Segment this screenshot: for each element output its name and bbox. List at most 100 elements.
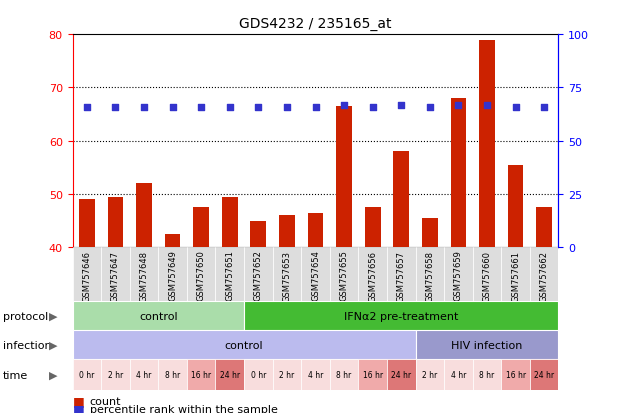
- Bar: [508, 165, 524, 248]
- Bar: [536, 208, 552, 248]
- Text: GSM757651: GSM757651: [225, 250, 234, 301]
- Bar: [444, 359, 473, 390]
- Text: 4 hr: 4 hr: [308, 370, 323, 379]
- Text: GSM757660: GSM757660: [483, 250, 492, 301]
- Bar: [136, 184, 152, 248]
- Bar: [330, 248, 358, 301]
- Bar: [187, 248, 215, 301]
- Bar: [365, 208, 380, 248]
- Text: ▶: ▶: [49, 370, 58, 380]
- Bar: [501, 248, 530, 301]
- Bar: [473, 248, 501, 301]
- Text: 24 hr: 24 hr: [220, 370, 240, 379]
- Point: [368, 104, 378, 111]
- Bar: [187, 359, 215, 390]
- Bar: [107, 197, 123, 248]
- Point: [168, 104, 178, 111]
- Text: GSM757658: GSM757658: [425, 250, 434, 301]
- Bar: [251, 221, 266, 248]
- Text: percentile rank within the sample: percentile rank within the sample: [90, 404, 278, 413]
- Text: 16 hr: 16 hr: [505, 370, 526, 379]
- Text: infection: infection: [3, 340, 52, 350]
- Text: 4 hr: 4 hr: [451, 370, 466, 379]
- Bar: [73, 248, 101, 301]
- Bar: [444, 248, 473, 301]
- Bar: [244, 248, 273, 301]
- Point: [310, 104, 321, 111]
- Bar: [387, 359, 416, 390]
- Point: [282, 104, 292, 111]
- Bar: [416, 330, 558, 359]
- Bar: [358, 248, 387, 301]
- Bar: [501, 359, 530, 390]
- Bar: [416, 248, 444, 301]
- Text: GSM757656: GSM757656: [368, 250, 377, 301]
- Text: 8 hr: 8 hr: [165, 370, 180, 379]
- Text: 2 hr: 2 hr: [422, 370, 437, 379]
- Text: count: count: [90, 396, 121, 406]
- Bar: [387, 248, 416, 301]
- Text: 8 hr: 8 hr: [480, 370, 495, 379]
- Bar: [130, 248, 158, 301]
- Bar: [130, 359, 158, 390]
- Text: ▶: ▶: [49, 340, 58, 350]
- Bar: [73, 301, 244, 330]
- Bar: [101, 248, 130, 301]
- Title: GDS4232 / 235165_at: GDS4232 / 235165_at: [239, 17, 392, 31]
- Bar: [244, 301, 558, 330]
- Point: [110, 104, 121, 111]
- Text: GSM757650: GSM757650: [197, 250, 206, 301]
- Text: time: time: [3, 370, 28, 380]
- Bar: [222, 197, 238, 248]
- Text: 0 hr: 0 hr: [251, 370, 266, 379]
- Text: 8 hr: 8 hr: [336, 370, 351, 379]
- Bar: [215, 248, 244, 301]
- Point: [510, 104, 521, 111]
- Text: IFNα2 pre-treatment: IFNα2 pre-treatment: [344, 311, 459, 321]
- Point: [339, 102, 349, 109]
- Text: GSM757648: GSM757648: [139, 250, 148, 301]
- Bar: [73, 330, 416, 359]
- Bar: [451, 99, 466, 248]
- Bar: [358, 359, 387, 390]
- Bar: [273, 248, 301, 301]
- Text: GSM757647: GSM757647: [111, 250, 120, 301]
- Bar: [301, 248, 330, 301]
- Point: [396, 102, 406, 109]
- Text: 16 hr: 16 hr: [363, 370, 383, 379]
- Text: GSM757657: GSM757657: [397, 250, 406, 301]
- Bar: [336, 107, 352, 248]
- Text: HIV infection: HIV infection: [451, 340, 522, 350]
- Text: protocol: protocol: [3, 311, 49, 321]
- Text: GSM757659: GSM757659: [454, 250, 463, 301]
- Bar: [165, 235, 180, 248]
- Bar: [473, 359, 501, 390]
- Text: 24 hr: 24 hr: [391, 370, 411, 379]
- Bar: [279, 216, 295, 248]
- Text: 2 hr: 2 hr: [108, 370, 123, 379]
- Text: 24 hr: 24 hr: [534, 370, 554, 379]
- Text: ■: ■: [73, 394, 85, 407]
- Text: control: control: [139, 311, 177, 321]
- Bar: [308, 213, 323, 248]
- Text: GSM757662: GSM757662: [540, 250, 548, 301]
- Text: GSM757653: GSM757653: [283, 250, 292, 301]
- Point: [139, 104, 149, 111]
- Text: 2 hr: 2 hr: [280, 370, 295, 379]
- Bar: [530, 359, 558, 390]
- Bar: [244, 359, 273, 390]
- Bar: [301, 359, 330, 390]
- Text: control: control: [225, 340, 263, 350]
- Point: [425, 104, 435, 111]
- Text: ▶: ▶: [49, 311, 58, 321]
- Text: GSM757655: GSM757655: [339, 250, 348, 301]
- Text: 0 hr: 0 hr: [79, 370, 95, 379]
- Bar: [422, 218, 438, 248]
- Point: [539, 104, 549, 111]
- Text: GSM757646: GSM757646: [83, 250, 91, 301]
- Point: [453, 102, 463, 109]
- Bar: [101, 359, 130, 390]
- Bar: [158, 359, 187, 390]
- Text: 4 hr: 4 hr: [136, 370, 151, 379]
- Point: [482, 102, 492, 109]
